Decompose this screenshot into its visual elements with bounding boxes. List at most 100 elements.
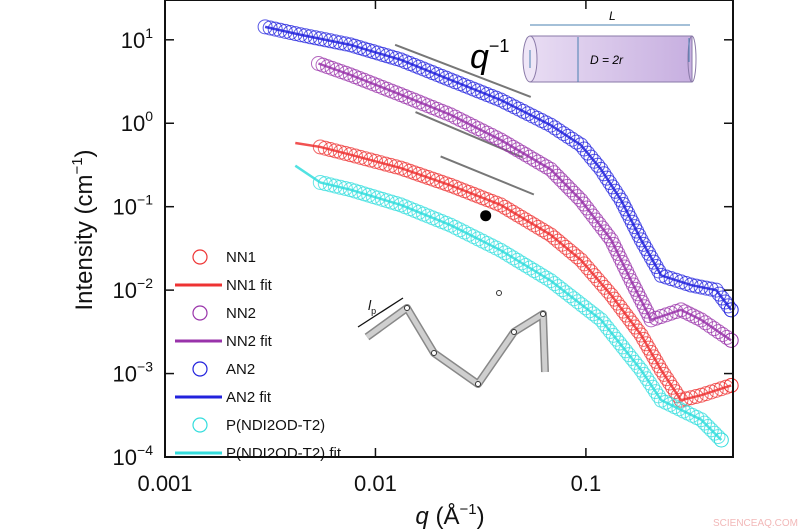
legend: NN1 NN1 fit NN2 NN2 fit AN2 AN2 fit P(NDI2OD-T… xyxy=(175,249,342,462)
data-point xyxy=(262,20,278,36)
data-point xyxy=(641,245,657,261)
data-point xyxy=(543,273,559,289)
y-tick-label: 10−2 xyxy=(113,275,154,303)
data-point xyxy=(597,224,613,240)
legend-fit-label: NN1 fit xyxy=(226,277,273,294)
data-point xyxy=(588,212,604,228)
data-point xyxy=(534,156,550,172)
data-point xyxy=(602,323,618,339)
x-tick-label: 0.1 xyxy=(571,471,602,496)
data-point xyxy=(621,347,637,363)
data-point xyxy=(530,265,546,281)
legend-label: NN1 xyxy=(226,249,256,266)
slope-guide-line xyxy=(394,43,532,98)
data-point xyxy=(497,245,513,261)
data-point xyxy=(688,278,704,294)
x-axis-label: q (Å−1) xyxy=(415,501,484,530)
data-point xyxy=(522,149,538,165)
data-point xyxy=(585,208,601,224)
data-point xyxy=(596,166,612,182)
data-point xyxy=(317,176,333,192)
data-point xyxy=(600,283,616,299)
data-point xyxy=(630,323,646,339)
length-label: L xyxy=(609,9,616,23)
data-point xyxy=(501,137,517,153)
data-point xyxy=(633,362,649,378)
data-point xyxy=(605,327,621,343)
chain-inset: lp xyxy=(357,290,549,388)
data-point xyxy=(317,32,333,48)
data-point xyxy=(606,291,622,307)
data-point xyxy=(332,179,348,195)
data-point xyxy=(596,316,612,332)
data-point xyxy=(677,304,693,320)
data-point xyxy=(573,192,589,208)
data-point xyxy=(514,144,530,160)
data-point xyxy=(632,290,648,306)
legend-marker xyxy=(192,249,208,265)
data-point xyxy=(272,22,288,38)
data-point xyxy=(534,268,550,284)
data-point xyxy=(322,33,338,49)
data-point xyxy=(638,241,654,257)
data-point xyxy=(378,156,394,172)
data-point xyxy=(538,159,554,175)
data-point xyxy=(723,332,739,348)
data-point xyxy=(574,297,590,313)
data-point xyxy=(302,29,318,45)
data-point xyxy=(607,183,623,199)
data-point xyxy=(543,227,559,243)
data-point xyxy=(518,257,534,273)
y-tick-label: 10−1 xyxy=(113,192,154,220)
data-point xyxy=(282,24,298,40)
data-point xyxy=(317,140,333,156)
data-point xyxy=(697,315,713,331)
legend-label: AN2 xyxy=(226,361,255,378)
legend-label: P(NDI2OD-T2) xyxy=(226,417,325,434)
data-point xyxy=(688,388,704,404)
watermark: SCIENCEAQ.COM xyxy=(713,518,798,529)
data-point xyxy=(538,224,554,240)
data-point xyxy=(646,254,662,270)
data-point xyxy=(593,161,609,177)
data-point xyxy=(327,34,343,50)
data-point xyxy=(702,318,718,334)
data-point xyxy=(363,152,379,168)
data-point xyxy=(530,219,546,235)
data-point xyxy=(656,366,672,382)
legend-label: NN2 xyxy=(226,305,256,322)
data-point xyxy=(564,131,580,147)
data-point xyxy=(623,273,639,289)
data-point xyxy=(554,236,570,252)
plot-frame xyxy=(164,0,734,458)
data-point xyxy=(534,222,550,238)
data-point xyxy=(703,281,719,297)
data-point xyxy=(689,310,705,326)
x-tick-label: 0.01 xyxy=(354,471,397,496)
data-point xyxy=(585,306,601,322)
data-point xyxy=(497,199,513,215)
data-point xyxy=(715,327,731,343)
legend-fit-label: NN2 fit xyxy=(226,333,273,350)
data-point xyxy=(497,134,513,150)
data-point xyxy=(581,303,597,319)
axis-ticks: 0.001 0.01 0.1 101 100 10−1 10−2 10−3 10−4 xyxy=(113,0,733,496)
data-point xyxy=(599,170,615,186)
data-point xyxy=(322,142,338,158)
data-point xyxy=(605,179,621,195)
data-point xyxy=(530,154,546,170)
data-point xyxy=(522,214,538,230)
data-point xyxy=(670,388,686,404)
data-point xyxy=(257,19,273,35)
data-point xyxy=(327,143,343,159)
data-point xyxy=(659,371,675,387)
highlight-point xyxy=(480,210,492,222)
data-point xyxy=(312,174,328,190)
y-axis-label: Intensity (cm−1) xyxy=(69,149,98,310)
data-point xyxy=(509,207,525,223)
data-point xyxy=(312,139,328,155)
data-point xyxy=(493,242,509,258)
data-point xyxy=(543,117,559,133)
data-point xyxy=(641,308,657,324)
